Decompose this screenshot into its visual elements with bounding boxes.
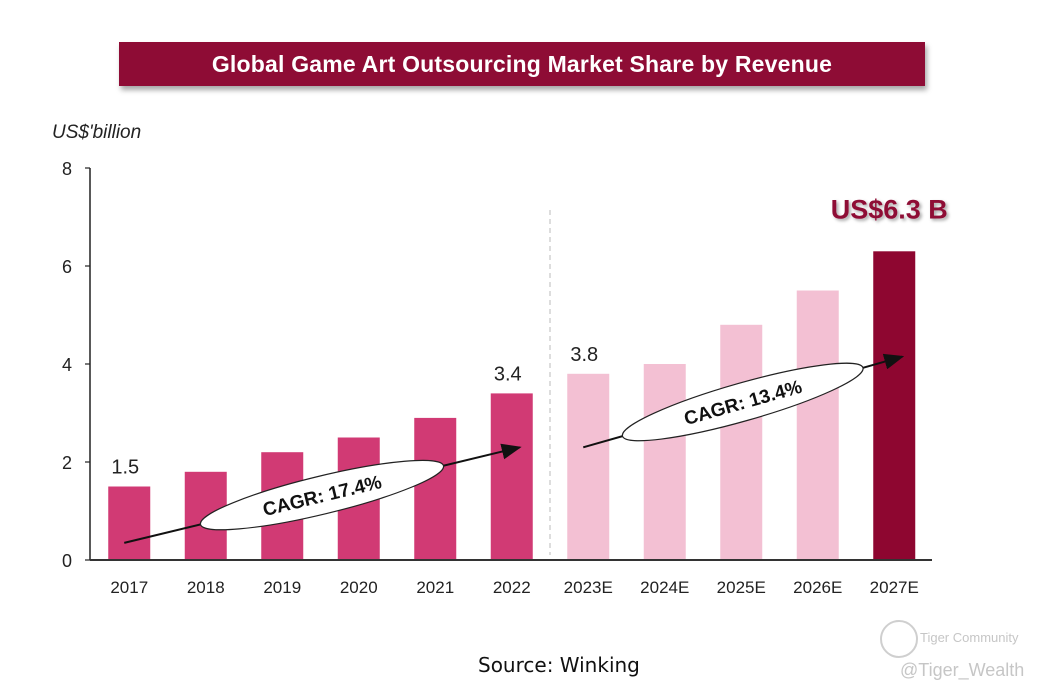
y-tick-label: 6 bbox=[62, 257, 72, 277]
y-axis-label: US$'billion bbox=[52, 122, 141, 143]
x-tick-label: 2027E bbox=[870, 578, 919, 597]
data-label: 3.8 bbox=[570, 344, 598, 366]
watermark-brand: Tiger Community bbox=[920, 630, 1019, 645]
bar-2022 bbox=[490, 393, 533, 560]
title-banner: Global Game Art Outsourcing Market Share… bbox=[119, 42, 925, 86]
x-tick-label: 2019 bbox=[263, 578, 301, 597]
x-tick-label: 2021 bbox=[416, 578, 454, 597]
tiger-logo-icon bbox=[880, 620, 918, 658]
bars bbox=[108, 251, 916, 561]
data-label: 3.4 bbox=[494, 363, 522, 385]
x-tick-label: 2020 bbox=[340, 578, 378, 597]
bar-2023E bbox=[567, 373, 610, 560]
x-tick-label: 2017 bbox=[110, 578, 148, 597]
source-note: Source: Winking bbox=[478, 653, 640, 677]
watermark-handle: @Tiger_Wealth bbox=[900, 660, 1025, 680]
cagr-bubble: CAGR: 17.4% bbox=[199, 459, 445, 531]
cagr-ellipse bbox=[199, 459, 445, 531]
data-label: 1.5 bbox=[111, 457, 139, 479]
y-axis-ticks: 0 2 4 6 8 bbox=[62, 159, 90, 571]
y-tick-label: 4 bbox=[62, 355, 72, 375]
x-tick-label: 2023E bbox=[564, 578, 613, 597]
bar-2024E bbox=[643, 364, 686, 560]
bar-2021 bbox=[414, 417, 457, 560]
x-axis-ticks: 2017 2018 2019 2020 2021 2022 2023E 2024E 2025E 2… bbox=[110, 578, 919, 597]
x-tick-label: 2022 bbox=[493, 578, 531, 597]
y-tick-label: 2 bbox=[62, 453, 72, 473]
x-tick-label: 2018 bbox=[187, 578, 225, 597]
bar-2027E bbox=[873, 251, 916, 561]
highlight-value-label: US$6.3 B bbox=[831, 194, 948, 224]
bar-2026E bbox=[796, 290, 839, 560]
data-labels: 1.5 3.4 3.8 bbox=[111, 344, 598, 479]
y-tick-label: 0 bbox=[62, 551, 72, 571]
bar-2025E bbox=[720, 324, 763, 560]
y-tick-label: 8 bbox=[62, 159, 72, 179]
x-tick-label: 2026E bbox=[793, 578, 842, 597]
x-tick-label: 2025E bbox=[717, 578, 766, 597]
cagr-ellipse bbox=[621, 362, 864, 442]
bar-2017 bbox=[108, 486, 151, 560]
x-tick-label: 2024E bbox=[640, 578, 689, 597]
chart-title: Global Game Art Outsourcing Market Share… bbox=[211, 50, 833, 77]
